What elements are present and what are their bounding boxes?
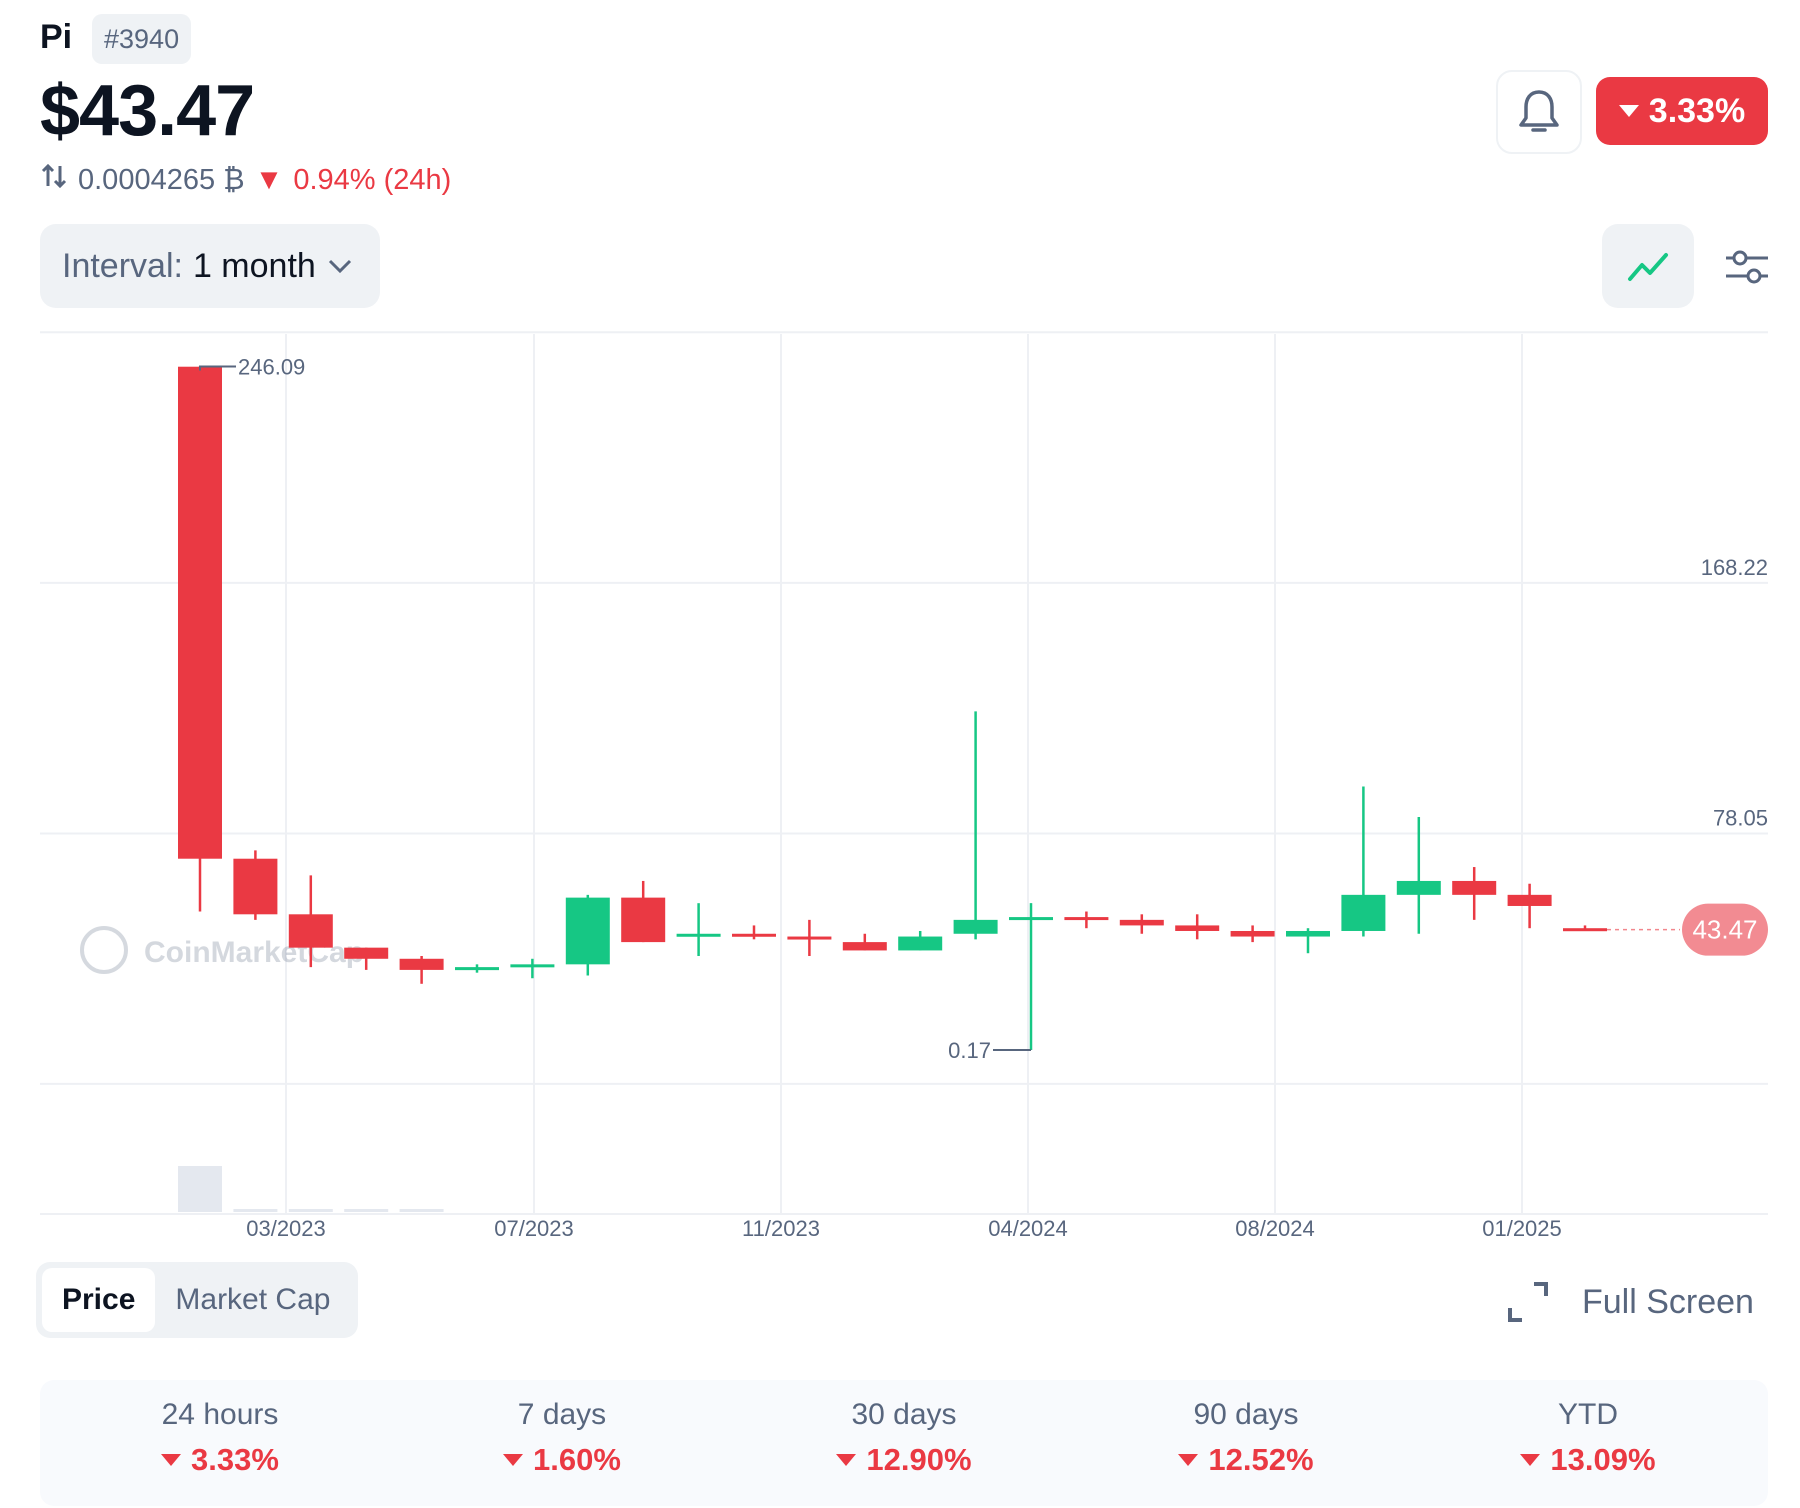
tab-market-cap[interactable]: Market Cap bbox=[175, 1283, 331, 1316]
candle-body bbox=[233, 858, 278, 915]
candle-body bbox=[178, 366, 222, 859]
stat-label: YTD bbox=[1558, 1398, 1618, 1431]
volume-bar bbox=[344, 1209, 389, 1212]
candle-body bbox=[1563, 928, 1607, 932]
full-screen-button[interactable]: Full Screen bbox=[1506, 1272, 1754, 1332]
x-tick-label: 07/2023 bbox=[494, 1216, 574, 1241]
performance-stats: 24 hours 3.33% 7 days 1.60% 30 days 12.9… bbox=[40, 1380, 1768, 1506]
sliders-icon bbox=[1726, 250, 1768, 284]
high-annotation-line bbox=[199, 365, 236, 371]
current-price: $43.47 bbox=[40, 71, 255, 151]
stat-value: 12.52% bbox=[1208, 1442, 1314, 1477]
price-alert-button[interactable] bbox=[1496, 70, 1582, 154]
candle-body bbox=[732, 933, 776, 937]
btc-price-row: 0.0004265 ₿ ▼ 0.94% (24h) bbox=[40, 162, 451, 198]
down-triangle-icon: ▼ bbox=[254, 163, 284, 196]
x-tick-label: 11/2023 bbox=[742, 1216, 820, 1241]
low-annotation-label: 0.17 bbox=[948, 1038, 991, 1063]
candle-body bbox=[1341, 894, 1386, 931]
rank-badge: #3940 bbox=[92, 14, 192, 64]
down-triangle-icon bbox=[1520, 1454, 1541, 1466]
full-screen-label: Full Screen bbox=[1582, 1282, 1754, 1321]
candle-body bbox=[1230, 930, 1275, 937]
high-annotation-label: 246.09 bbox=[238, 354, 305, 379]
change-24h-value: 3.33% bbox=[1648, 91, 1746, 130]
candle-body bbox=[1396, 880, 1441, 895]
expand-icon bbox=[1508, 1282, 1548, 1322]
stat-value: 12.90% bbox=[866, 1442, 972, 1477]
interval-value: 1 month bbox=[192, 246, 316, 285]
down-triangle-icon bbox=[836, 1454, 857, 1466]
stat-value: 3.33% bbox=[191, 1442, 279, 1477]
stat-label: 90 days bbox=[1193, 1398, 1299, 1431]
stat-label: 30 days bbox=[851, 1398, 957, 1431]
candle-body bbox=[898, 936, 943, 951]
line-chart-toggle[interactable] bbox=[1602, 224, 1694, 308]
stat-value: 13.09% bbox=[1550, 1442, 1656, 1477]
volume-bar bbox=[288, 1209, 333, 1212]
chevron-down-icon bbox=[328, 259, 351, 274]
volume-bar bbox=[399, 1209, 444, 1212]
x-tick-label: 01/2025 bbox=[1482, 1216, 1562, 1241]
candle-body bbox=[1064, 917, 1109, 921]
candle-body bbox=[344, 947, 389, 959]
candle-body bbox=[1009, 917, 1053, 921]
candle-body bbox=[1286, 930, 1330, 937]
candle-body bbox=[842, 942, 887, 951]
candle-body bbox=[1507, 894, 1552, 906]
stat-ytd: YTD 13.09% bbox=[1458, 1398, 1718, 1478]
candle-body bbox=[676, 933, 721, 937]
candle-body bbox=[787, 936, 832, 940]
btc-change: 0.94% (24h) bbox=[293, 163, 452, 196]
candle-body bbox=[510, 964, 555, 968]
candle-body bbox=[1175, 925, 1220, 931]
stat-30d: 30 days 12.90% bbox=[774, 1398, 1034, 1478]
stat-7d: 7 days 1.60% bbox=[432, 1398, 692, 1478]
down-triangle-icon bbox=[503, 1454, 524, 1466]
down-triangle-icon bbox=[161, 1454, 182, 1466]
stat-label: 7 days bbox=[517, 1398, 607, 1431]
volume-bar bbox=[178, 1166, 222, 1212]
candle-body bbox=[455, 967, 499, 971]
down-triangle-icon bbox=[1178, 1454, 1199, 1466]
stat-label: 24 hours bbox=[161, 1398, 279, 1431]
candle-body bbox=[288, 914, 333, 948]
tab-price[interactable]: Price bbox=[42, 1268, 156, 1332]
bell-icon bbox=[1519, 90, 1559, 132]
current-price-tag bbox=[1682, 903, 1768, 956]
down-triangle-icon bbox=[1618, 105, 1639, 117]
x-tick-label: 04/2024 bbox=[988, 1216, 1068, 1241]
candle-body bbox=[399, 958, 444, 970]
interval-label: Interval: bbox=[62, 246, 183, 285]
x-tick-label: 03/2023 bbox=[246, 1216, 326, 1241]
stat-90d: 90 days 12.52% bbox=[1116, 1398, 1376, 1478]
x-tick-label: 08/2024 bbox=[1235, 1216, 1315, 1241]
chart-type-tabs: Price Market Cap bbox=[36, 1262, 358, 1338]
candle-body bbox=[1452, 880, 1497, 895]
volume-bar bbox=[233, 1209, 278, 1212]
coin-name: Pi bbox=[40, 18, 73, 56]
interval-dropdown[interactable]: Interval: 1 month bbox=[40, 224, 380, 308]
btc-price: 0.0004265 ₿ bbox=[78, 163, 245, 196]
stat-value: 1.60% bbox=[533, 1442, 621, 1477]
current-price-label: 43.47 bbox=[1692, 915, 1757, 945]
swap-arrows-icon[interactable] bbox=[40, 162, 68, 198]
stat-24h: 24 hours 3.33% bbox=[90, 1398, 350, 1478]
candle-body bbox=[1119, 919, 1164, 926]
candle-body bbox=[621, 897, 666, 943]
y-tick-label: 78.05 bbox=[1713, 806, 1768, 831]
line-chart-icon bbox=[1628, 253, 1668, 281]
chart-settings-button[interactable] bbox=[1718, 238, 1776, 296]
price-candlestick-chart[interactable]: 258.38168.2278.0503/202307/202311/202304… bbox=[0, 330, 1800, 1250]
change-24h-badge: 3.33% bbox=[1596, 77, 1768, 145]
candle-body bbox=[565, 897, 610, 965]
y-tick-label: 168.22 bbox=[1701, 555, 1768, 580]
candle-body bbox=[953, 919, 998, 934]
